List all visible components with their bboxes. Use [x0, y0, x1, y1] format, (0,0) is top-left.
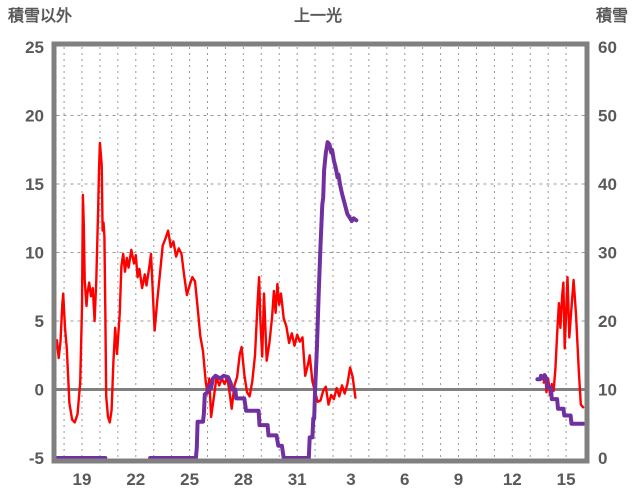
y-axis-right-tick-label: 20 — [598, 312, 617, 331]
y-axis-right-tick-label: 60 — [598, 38, 617, 57]
x-axis-tick-label: 12 — [503, 470, 522, 489]
y-axis-right-tick-label: 10 — [598, 381, 617, 400]
y-axis-left-tick-label: 25 — [25, 38, 44, 57]
y-axis-left-tick-labels: 25 20 15 10 5 0 -5 — [25, 38, 44, 468]
y-axis-right-tick-labels: 60 50 40 30 20 10 0 — [598, 38, 617, 468]
right-axis-label: 積雪 — [595, 6, 628, 25]
y-axis-left-tick-label: 10 — [25, 244, 44, 263]
other-than-snow-line — [55, 141, 357, 424]
x-axis-tick-label: 15 — [557, 470, 576, 489]
y-axis-left-tick-label: 0 — [35, 381, 44, 400]
x-axis-tick-labels: 19 22 25 28 31 3 6 9 12 15 — [73, 470, 576, 489]
y-axis-right-tick-label: 0 — [598, 449, 607, 468]
y-axis-left-tick-label: 5 — [35, 312, 44, 331]
x-axis-tick-label: 28 — [234, 470, 253, 489]
chart-title: 上一光 — [294, 6, 342, 25]
left-axis-label: 積雪以外 — [7, 6, 72, 25]
y-axis-left-tick-label: 15 — [25, 175, 44, 194]
x-axis-tick-label: 25 — [180, 470, 199, 489]
plot-frame — [51, 41, 590, 464]
x-axis-tick-label: 22 — [126, 470, 145, 489]
y-axis-right-tick-label: 40 — [598, 175, 617, 194]
y-axis-right-tick-label: 50 — [598, 107, 617, 126]
y-axis-left-tick-label: 20 — [25, 107, 44, 126]
x-axis-tick-label: 9 — [454, 470, 463, 489]
y-axis-left-tick-label: -5 — [29, 449, 44, 468]
x-axis-tick-label: 19 — [73, 470, 92, 489]
snow-depth-line — [148, 140, 359, 460]
x-axis-tick-label: 3 — [346, 470, 355, 489]
x-axis-tick-label: 31 — [288, 470, 307, 489]
snow-depth-line — [535, 373, 586, 426]
x-axis-tick-label: 6 — [400, 470, 409, 489]
series-lines — [54, 140, 586, 460]
y-axis-right-tick-label: 30 — [598, 244, 617, 263]
